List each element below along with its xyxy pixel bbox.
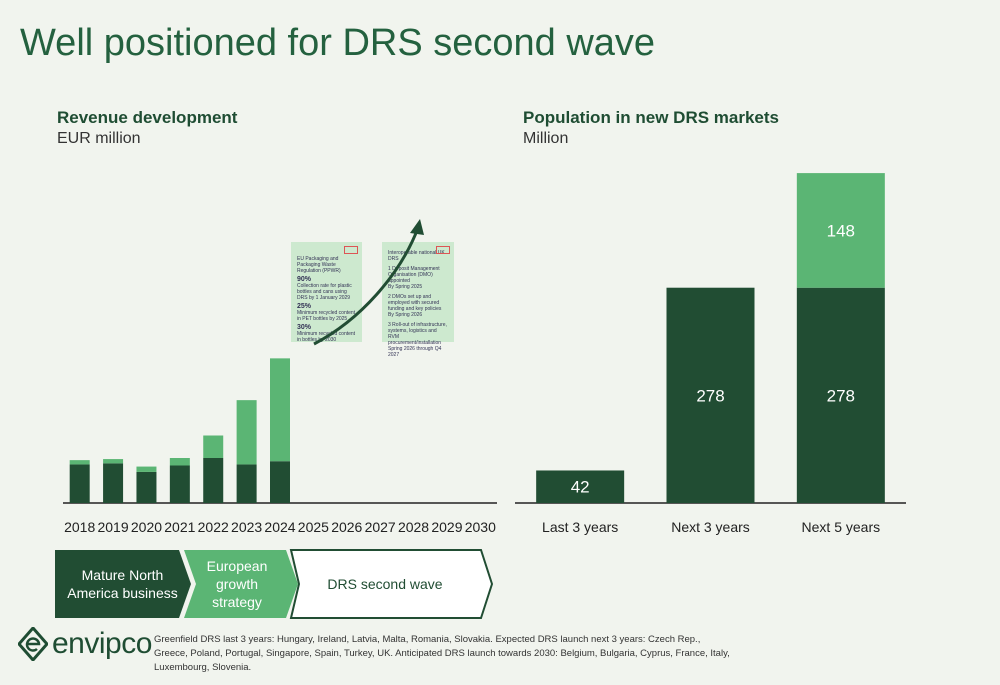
revenue-bar [103, 463, 124, 503]
revenue-bar [169, 458, 190, 466]
envipco-logo-icon [18, 627, 48, 661]
revenue-bar [203, 458, 224, 503]
ppwr-stat-text: Minimum recycled content in bottles by 2… [297, 331, 356, 343]
population-data-label: 148 [827, 221, 855, 240]
revenue-bar [236, 464, 257, 503]
envipco-logo-text: envipco [52, 627, 152, 660]
population-tick-label: Next 3 years [671, 519, 750, 535]
revenue-tick-label: 2028 [398, 519, 429, 535]
population-bar [796, 287, 885, 503]
revenue-tick-label: 2022 [198, 519, 229, 535]
uk-drs-document: Interoperable national UK DRS 1 Deposit … [382, 242, 454, 358]
uk-drs-step: 2 DMOs set up and employed with secured … [388, 294, 448, 318]
document-stamp [436, 246, 450, 254]
ppwr-heading: EU Packaging and Packaging Waste Regulat… [297, 256, 341, 274]
revenue-tick-label: 2026 [331, 519, 362, 535]
revenue-bar [103, 459, 124, 464]
step-date: By Spring 2025 [388, 284, 423, 290]
phase-second-wave-label: DRS second wave [327, 576, 443, 592]
step-date: Spring 2026 through Q4 2027 [388, 346, 442, 358]
revenue-bar [136, 471, 157, 503]
revenue-tick-label: 2027 [365, 519, 396, 535]
revenue-tick-label: 2030 [465, 519, 496, 535]
revenue-bar [69, 464, 90, 503]
step-text: Deposit Management Organisation (DMO) ap… [388, 266, 440, 284]
revenue-bar [270, 461, 290, 503]
revenue-bar [236, 400, 257, 465]
population-data-label: 278 [696, 386, 724, 405]
revenue-tick-label: 2018 [64, 519, 95, 535]
revenue-tick-label: 2023 [231, 519, 262, 535]
step-text: DMOs set up and employed with secured fu… [388, 294, 442, 312]
revenue-tick-label: 2025 [298, 519, 329, 535]
ppwr-stat-text: Minimum recycled content in PET bottles … [297, 310, 356, 322]
uk-drs-step: 1 Deposit Management Organisation (DMO) … [388, 266, 448, 290]
revenue-bar [270, 358, 290, 462]
envipco-logo: envipco [18, 627, 152, 661]
revenue-tick-label: 2020 [131, 519, 162, 535]
population-bar [666, 287, 755, 503]
revenue-bar [69, 460, 90, 465]
revenue-tick-label: 2024 [264, 519, 295, 535]
phase-european-label: European growth strategy [206, 558, 268, 610]
revenue-bar [169, 465, 190, 503]
population-tick-label: Next 5 years [802, 519, 881, 535]
uk-drs-step: 3 Roll-out of infrastructure, systems, l… [388, 322, 448, 358]
revenue-chart-unit: EUR million [57, 130, 141, 147]
population-chart-unit: Million [523, 130, 569, 147]
population-bar [796, 173, 885, 288]
ppwr-stat-value: 25% [297, 303, 312, 310]
footnote: Greenfield DRS last 3 years: Hungary, Ir… [154, 634, 730, 673]
phase-mature-label: Mature North America business [67, 567, 178, 601]
population-data-label: 42 [571, 478, 590, 497]
document-stamp [344, 246, 358, 254]
population-bar [536, 470, 625, 503]
revenue-tick-label: 2021 [164, 519, 195, 535]
page-title: Well positioned for DRS second wave [20, 22, 656, 64]
population-tick-label: Last 3 years [542, 519, 618, 535]
ppwr-stat-value: 30% [297, 324, 312, 331]
revenue-tick-label: 2029 [431, 519, 462, 535]
revenue-bar [203, 435, 224, 458]
step-date: By Spring 2026 [388, 312, 423, 318]
ppwr-document: EU Packaging and Packaging Waste Regulat… [291, 242, 362, 343]
population-chart-title: Population in new DRS markets [523, 108, 779, 127]
revenue-bar [136, 466, 157, 472]
ppwr-stat-text: Collection rate for plastic bottles and … [297, 283, 352, 301]
revenue-tick-label: 2019 [97, 519, 128, 535]
ppwr-stat-value: 90% [297, 276, 312, 283]
revenue-chart-title: Revenue development [57, 108, 238, 127]
population-data-label: 278 [827, 386, 855, 405]
step-text: Roll-out of infrastructure, systems, log… [388, 322, 447, 346]
